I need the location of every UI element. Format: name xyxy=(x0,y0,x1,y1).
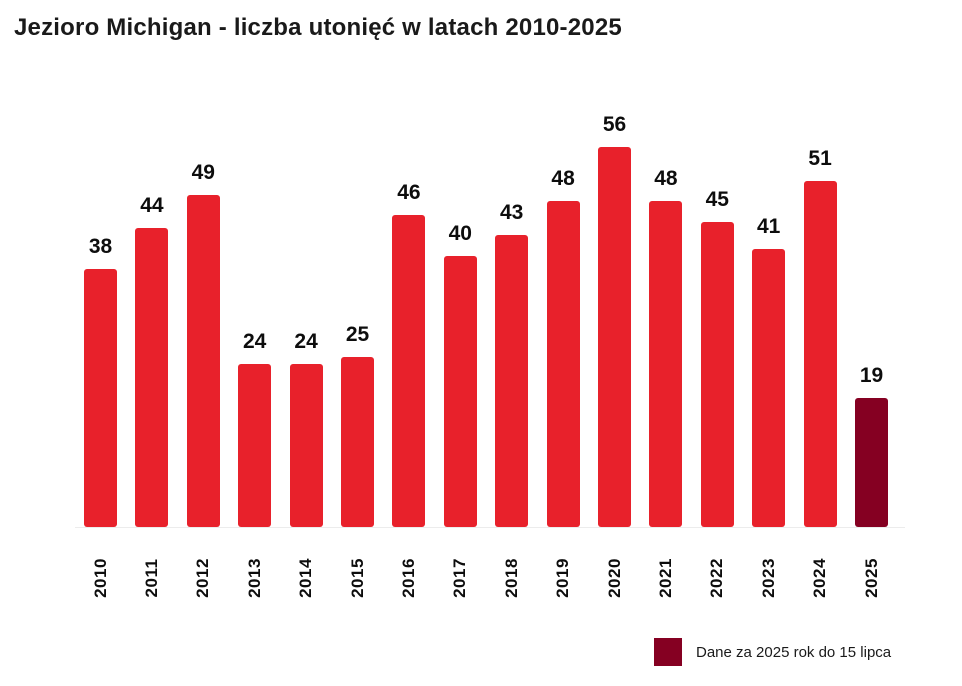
x-tick-label: 2021 xyxy=(655,558,675,598)
x-tick-label: 2014 xyxy=(296,558,316,598)
x-tick-label: 2017 xyxy=(450,558,470,598)
x-tick-label: 2019 xyxy=(553,558,573,598)
bar-value-label: 46 xyxy=(397,181,421,204)
bar-value-label: 38 xyxy=(88,235,113,258)
bar-value-label: 24 xyxy=(294,330,318,353)
bar-value-label: 48 xyxy=(654,167,678,190)
x-tick-label: 2018 xyxy=(501,558,521,598)
bar-2012 xyxy=(186,195,220,527)
bar-2024 xyxy=(803,181,837,527)
x-tick-label: 2022 xyxy=(707,558,727,598)
x-tick-label: 2023 xyxy=(758,558,778,598)
bar-value-label: 44 xyxy=(140,194,164,217)
chart-title: Jezioro Michigan - liczba utonięć w lata… xyxy=(14,14,622,41)
bar-value-label: 48 xyxy=(551,167,575,190)
bar-2017 xyxy=(443,256,477,527)
bar-2023 xyxy=(752,249,786,527)
bar-value-label: 43 xyxy=(500,201,524,224)
x-tick-label: 2010 xyxy=(90,558,110,598)
bar-value-label: 19 xyxy=(859,364,884,387)
bar-2015 xyxy=(341,357,374,527)
bar-2010 xyxy=(84,269,117,527)
bar-value-label: 49 xyxy=(191,161,215,184)
bar-2014 xyxy=(289,364,323,527)
x-tick-label: 2015 xyxy=(347,558,367,598)
bar-2021 xyxy=(649,201,683,527)
bar-value-label: 45 xyxy=(705,188,729,211)
bar-2013 xyxy=(238,364,272,527)
bar-value-label: 25 xyxy=(345,323,370,346)
x-tick-label: 2025 xyxy=(861,558,881,598)
legend-swatch-icon xyxy=(654,638,682,666)
bar-2018 xyxy=(495,235,529,527)
x-tick-label: 2013 xyxy=(244,558,264,598)
bar-2022 xyxy=(700,222,734,527)
bar-value-label: 24 xyxy=(243,330,267,353)
x-tick-label: 2012 xyxy=(193,558,213,598)
legend: Dane za 2025 rok do 15 lipca xyxy=(654,638,891,666)
bar-value-label: 40 xyxy=(448,222,472,245)
legend-label: Dane za 2025 rok do 15 lipca xyxy=(696,643,892,661)
bar-2019 xyxy=(546,201,580,527)
bar-2011 xyxy=(135,228,169,527)
bar-2025 xyxy=(855,398,888,527)
x-axis-line xyxy=(75,527,905,528)
x-tick-label: 2024 xyxy=(810,558,830,598)
bar-value-label: 56 xyxy=(602,113,627,136)
x-tick-label: 2016 xyxy=(398,558,418,598)
bar-2016 xyxy=(392,215,426,527)
bar-2020 xyxy=(598,147,631,527)
bar-value-label: 51 xyxy=(808,147,832,170)
x-tick-label: 2011 xyxy=(141,558,161,598)
x-tick-label: 2020 xyxy=(604,558,624,598)
bar-value-label: 41 xyxy=(757,215,781,238)
